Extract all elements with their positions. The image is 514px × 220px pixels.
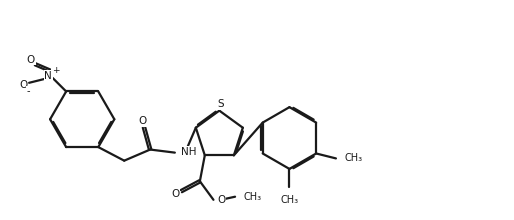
- Text: CH₃: CH₃: [280, 195, 299, 205]
- Text: -: -: [26, 86, 30, 96]
- Text: CH₃: CH₃: [344, 153, 363, 163]
- Text: O: O: [20, 80, 28, 90]
- Text: S: S: [217, 99, 224, 110]
- Text: O: O: [171, 189, 179, 199]
- Text: O: O: [27, 55, 35, 65]
- Text: NH: NH: [181, 147, 196, 157]
- Text: CH₃: CH₃: [244, 192, 262, 202]
- Text: N: N: [44, 71, 52, 81]
- Text: +: +: [52, 66, 60, 75]
- Text: O: O: [139, 116, 147, 126]
- Text: O: O: [217, 195, 226, 205]
